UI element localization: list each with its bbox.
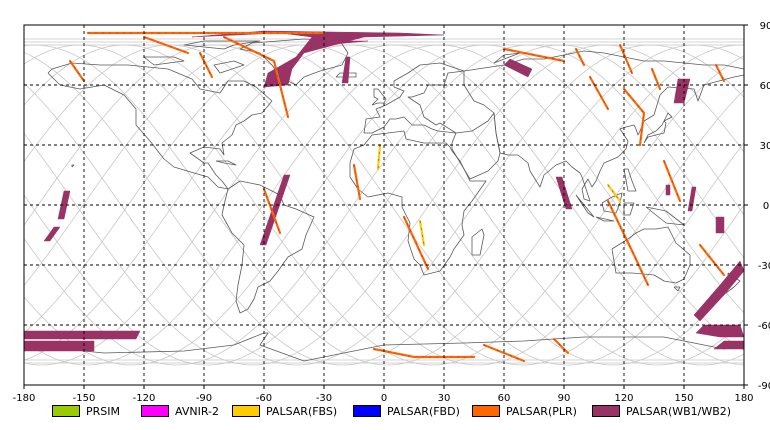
- coverage-track-detail: [403, 216, 429, 270]
- lat-lon-grid: [24, 25, 744, 385]
- legend-item-prsim: PRSIM: [52, 403, 120, 419]
- coastline: [673, 286, 681, 292]
- legend-item-avnir2: AVNIR-2: [141, 403, 219, 419]
- coverage-track: [698, 243, 726, 277]
- coverage-swath: [23, 340, 95, 352]
- longitude-tick-labels: -180 -150 -120 -90 -60 -30 0 30 60 90 120 150 180: [13, 385, 754, 404]
- coverage-swath: [341, 56, 351, 84]
- x-tick-label: -120: [133, 393, 156, 404]
- legend-swatch: [353, 405, 381, 417]
- coastline: [335, 72, 357, 78]
- coverage-track: [606, 199, 650, 287]
- coverage-track-detail: [715, 64, 725, 82]
- y-tick-label: 0: [763, 201, 769, 212]
- observation-tracks: [68, 31, 726, 363]
- x-tick-label: 0: [381, 393, 387, 404]
- coverage-swath: [259, 174, 291, 246]
- y-tick-label: 60: [760, 81, 770, 92]
- legend-label: PALSAR(FBD): [387, 404, 460, 418]
- legend-swatch: [141, 405, 169, 417]
- x-tick-label: -90: [196, 393, 212, 404]
- coverage-track-detail: [663, 160, 681, 202]
- coverage-track: [622, 87, 646, 147]
- coverage-track-detail: [143, 36, 189, 54]
- coverage-swath: [715, 216, 725, 234]
- coverage-swath: [315, 40, 369, 50]
- x-tick-label: 60: [498, 393, 511, 404]
- legend-label: AVNIR-2: [175, 404, 219, 418]
- coastline: [143, 56, 185, 66]
- coverage-track-detail: [503, 48, 565, 62]
- legend-item-palsar-plr: PALSAR(PLR): [472, 403, 577, 419]
- x-tick-label: 120: [614, 393, 633, 404]
- y-tick-label: 30: [760, 141, 770, 152]
- coastline: [349, 130, 487, 276]
- coastline: [363, 62, 465, 134]
- coverage-swath: [43, 226, 61, 242]
- coverage-track: [552, 337, 570, 355]
- coverage-track-detail: [483, 344, 525, 362]
- y-tick-label: -60: [758, 321, 770, 332]
- coverage-track: [68, 59, 86, 83]
- coastline: [595, 216, 615, 222]
- legend: PRSIM AVNIR-2 PALSAR(FBS) PALSAR(FBD) PA…: [0, 399, 770, 423]
- coverage-track-detail: [199, 52, 213, 78]
- legend-label: PRSIM: [86, 404, 120, 418]
- latitude-tick-labels: 90 60 30 0 -30 -60 -90: [744, 21, 770, 392]
- legend-swatch: [52, 405, 80, 417]
- coverage-track: [372, 347, 476, 359]
- legend-item-palsar-wb: PALSAR(WB1/WB2): [592, 403, 731, 419]
- legend-swatch: [232, 405, 260, 417]
- coastline: [47, 62, 273, 190]
- coastline: [71, 164, 75, 168]
- coverage-track: [588, 75, 610, 111]
- y-tick-label: -30: [758, 261, 770, 272]
- legend-swatch: [472, 405, 500, 417]
- coastline: [213, 60, 245, 74]
- coastline: [239, 38, 349, 86]
- orbit-track: [23, 44, 745, 366]
- legend-label: PALSAR(WB1/WB2): [626, 404, 732, 418]
- x-tick-label: 30: [438, 393, 451, 404]
- legend-item-palsar-fbd: PALSAR(FBD): [353, 403, 460, 419]
- coverage-track-detail: [575, 48, 585, 66]
- coastline: [23, 332, 745, 362]
- x-tick-label: -150: [73, 393, 96, 404]
- coverage-track: [222, 35, 290, 119]
- coastline: [215, 160, 237, 166]
- x-tick-label: 150: [674, 393, 693, 404]
- legend-label: PALSAR(FBS): [266, 404, 338, 418]
- coastline: [643, 112, 673, 144]
- coverage-track: [418, 219, 426, 247]
- coverage-swath: [665, 184, 671, 196]
- coverage-swath: [23, 330, 141, 340]
- x-tick-label: -30: [316, 393, 332, 404]
- coastline: [371, 88, 387, 106]
- coverage-swath: [503, 58, 533, 78]
- coverage-track: [376, 143, 382, 171]
- coverage-track: [606, 183, 622, 203]
- y-tick-label: -90: [758, 381, 770, 392]
- coverage-track-detail: [263, 188, 281, 234]
- coverage-swath: [191, 30, 445, 88]
- coverage-track-detail: [619, 44, 633, 74]
- coastline: [623, 168, 637, 192]
- y-tick-label: 90: [760, 21, 770, 32]
- coastline: [493, 52, 521, 64]
- coastline: [575, 194, 595, 218]
- x-tick-label: -180: [13, 393, 36, 404]
- coastline: [471, 228, 485, 256]
- palsar-wb-swaths: [23, 30, 745, 352]
- x-tick-label: -60: [256, 393, 272, 404]
- legend-swatch: [592, 405, 620, 417]
- x-tick-label: 180: [734, 393, 753, 404]
- coastline: [601, 192, 623, 214]
- legend-label: PALSAR(PLR): [506, 404, 577, 418]
- x-tick-label: 90: [558, 393, 571, 404]
- coverage-track: [650, 67, 662, 91]
- coverage-swath: [57, 190, 71, 220]
- coverage-track-detail: [353, 164, 361, 200]
- legend-item-palsar-fbs: PALSAR(FBS): [232, 403, 337, 419]
